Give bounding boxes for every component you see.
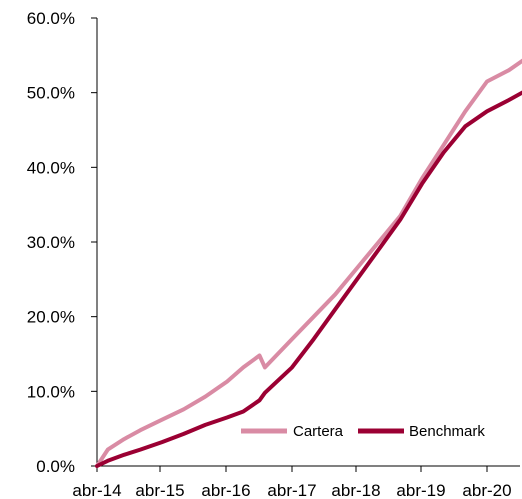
y-tick-label: 30.0%	[27, 233, 75, 252]
x-tick-label: abr-14	[72, 481, 121, 499]
x-tick-label: abr-18	[331, 481, 380, 499]
y-tick-label: 60.0%	[27, 9, 75, 28]
x-tick-label: abr-19	[396, 481, 445, 499]
x-tick-label: abr-15	[135, 481, 184, 499]
series-line-benchmark	[97, 88, 522, 466]
y-ticks: 0.0% 10.0% 20.0% 30.0% 40.0% 50.0% 60.0%	[27, 9, 97, 476]
legend: Cartera Benchmark	[241, 423, 485, 440]
legend-label-benchmark: Benchmark	[409, 423, 485, 440]
series-lines	[97, 55, 522, 466]
series-line-cartera	[97, 55, 522, 466]
y-tick-label: 10.0%	[27, 382, 75, 401]
y-tick-label: 50.0%	[27, 84, 75, 103]
y-tick-label: 40.0%	[27, 158, 75, 177]
y-tick-label: 0.0%	[36, 457, 75, 476]
axes	[97, 18, 520, 466]
y-tick-label: 20.0%	[27, 308, 75, 327]
x-tick-label: abr-16	[201, 481, 250, 499]
legend-label-cartera: Cartera	[293, 423, 344, 440]
x-ticks: abr-14 abr-15 abr-16 abr-17 abr-18 abr-19 abr-…	[72, 466, 511, 499]
x-tick-label: abr-20	[462, 481, 511, 499]
x-tick-label: abr-17	[267, 481, 316, 499]
